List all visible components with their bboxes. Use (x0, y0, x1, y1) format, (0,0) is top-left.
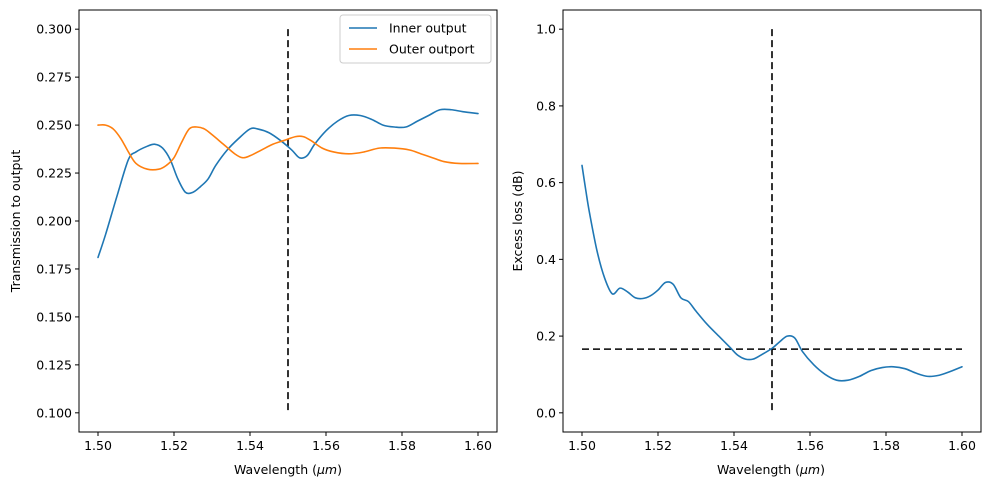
excess-loss-y-axis-label: Excess loss (dB) (510, 170, 525, 271)
excess-loss-y-tick-label: 1.0 (536, 22, 556, 37)
transmission-y-tick-label: 0.100 (36, 405, 72, 420)
transmission-x-tick-label: 1.58 (388, 438, 416, 453)
transmission-series-outer-outport (97, 124, 479, 171)
excess-loss-x-tick-label: 1.52 (644, 438, 672, 453)
excess-loss-y-tick-label: 0.2 (536, 329, 556, 344)
excess-loss-x-tick-label: 1.58 (872, 438, 900, 453)
legend-frame (339, 14, 492, 64)
transmission-y-tick-label: 0.175 (36, 261, 72, 276)
excess-loss-x-tick-label: 1.60 (948, 438, 976, 453)
legend: Inner output Outer outport (339, 14, 492, 64)
legend-label-outer-outport: Outer outport (389, 42, 475, 57)
transmission-chart: 1.50 1.52 1.54 1.56 1.58 1.60 0.100 0.125 0.150… (8, 9, 498, 477)
legend-label-inner-output: Inner output (389, 21, 467, 36)
transmission-x-tick-label: 1.52 (160, 438, 188, 453)
transmission-x-tick-label: 1.60 (464, 438, 492, 453)
excess-loss-x-tick-label: 1.56 (796, 438, 824, 453)
excess-loss-y-tick-label: 0.8 (536, 98, 556, 113)
transmission-y-axis-label: Transmission to output (8, 150, 23, 294)
transmission-y-tick-label: 0.125 (36, 357, 72, 372)
excess-loss-chart: 1.50 1.52 1.54 1.56 1.58 1.60 0.0 0.2 0.4 0.6 0.8… (510, 9, 982, 477)
excess-loss-y-tick-label: 0.4 (536, 252, 556, 267)
transmission-series-inner-output (97, 108, 479, 259)
transmission-y-tick-label: 0.300 (36, 22, 72, 37)
transmission-x-tick-label: 1.54 (236, 438, 264, 453)
transmission-x-tick-label: 1.50 (84, 438, 112, 453)
excess-loss-y-tick-label: 0.6 (536, 175, 556, 190)
transmission-y-tick-label: 0.250 (36, 118, 72, 133)
excess-loss-y-tick-label: 0.0 (536, 405, 556, 420)
transmission-x-tick-label: 1.56 (312, 438, 340, 453)
transmission-x-axis-label: Wavelength (μm) (234, 462, 342, 477)
transmission-y-tick-label: 0.200 (36, 214, 72, 229)
transmission-y-tick-label: 0.225 (36, 166, 72, 181)
excess-loss-series-excess-loss (581, 164, 963, 382)
transmission-y-tick-label: 0.150 (36, 309, 72, 324)
excess-loss-x-tick-label: 1.50 (568, 438, 596, 453)
excess-loss-plot-area (562, 9, 982, 433)
excess-loss-x-tick-label: 1.54 (720, 438, 748, 453)
transmission-y-tick-label: 0.275 (36, 70, 72, 85)
excess-loss-x-axis-label: Wavelength (μm) (717, 462, 825, 477)
